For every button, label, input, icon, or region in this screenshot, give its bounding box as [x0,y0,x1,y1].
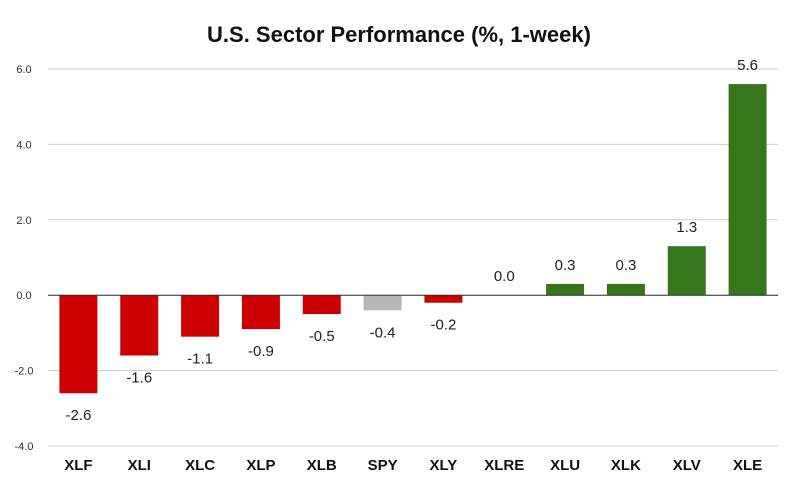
data-label-xlu: 0.3 [555,257,576,274]
data-labels: -2.6 -1.6 -1.1 -0.9 -0.5 -0.4 -0.2 0.0 0.3 0.3 1.3… [65,57,758,424]
x-tick-label-xli: XLI [128,457,151,474]
x-tick-label-spy: SPY [368,457,398,474]
x-tick-label-xlu: XLU [550,457,580,474]
bar-xli [120,295,159,356]
bar-xle [728,84,767,296]
data-label-xlv: 1.3 [676,219,697,236]
bar-xlp [241,295,280,330]
x-axis-ticks: XLF XLI XLC XLP XLB SPY XLY XLRE XLU XLK XLV XLE [64,457,762,474]
bar-xlb [302,295,341,315]
bar-xlu [546,283,585,296]
chart-title: U.S. Sector Performance (%, 1-week) [207,22,591,47]
x-tick-label-xlf: XLF [64,457,92,474]
y-axis-ticks: 6.0 4.0 2.0 0.0 -2.0 -4.0 [15,64,34,453]
bar-xly [424,295,463,303]
bar-xlv [667,246,706,296]
data-label-xlb: -0.5 [309,328,335,345]
data-label-xlp: -0.9 [248,343,274,360]
data-label-xli: -1.6 [126,370,152,387]
y-tick-label: 2.0 [16,215,31,227]
y-tick-label: 0.0 [16,290,31,302]
x-tick-label-xlv: XLV [673,457,701,474]
data-label-xlre: 0.0 [494,268,515,285]
x-tick-label-xlre: XLRE [484,457,524,474]
data-label-xlf: -2.6 [65,407,91,424]
data-label-xlk: 0.3 [615,257,636,274]
y-tick-label: -4.0 [15,441,34,453]
data-label-xly: -0.2 [430,317,456,334]
bar-xlf [59,295,98,394]
data-label-xlc: -1.1 [187,351,213,368]
bars [59,84,767,394]
x-tick-label-xlb: XLB [307,457,337,474]
data-label-spy: -0.4 [370,324,396,341]
y-tick-label: -2.0 [15,366,34,378]
bar-xlc [181,295,220,337]
y-tick-label: 4.0 [16,139,31,151]
data-label-xle: 5.6 [737,57,758,74]
x-tick-label-xlc: XLC [185,457,215,474]
x-tick-label-xle: XLE [733,457,762,474]
bar-spy [363,295,402,311]
y-tick-label: 6.0 [16,64,31,76]
x-tick-label-xlk: XLK [611,457,641,474]
x-tick-label-xlp: XLP [246,457,275,474]
bar-xlk [606,283,645,296]
x-tick-label-xly: XLY [430,457,458,474]
